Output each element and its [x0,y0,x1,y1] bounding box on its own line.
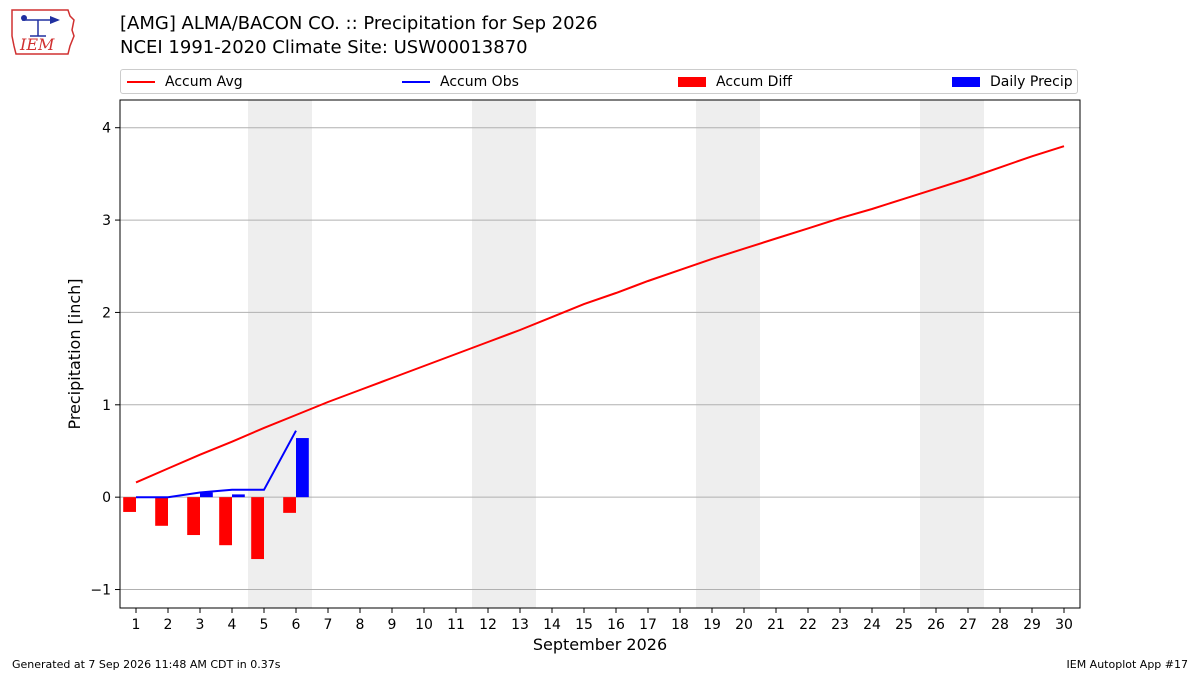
legend-item-accum-diff: Accum Diff [678,73,792,91]
x-tick-label: 25 [895,617,913,633]
y-tick-label: 3 [102,213,111,229]
y-tick-label: 0 [102,490,111,506]
daily-precip-bar [296,438,309,498]
chart-title: [AMG] ALMA/BACON CO. :: Precipitation fo… [120,13,598,34]
chart-legend: Accum Avg Accum Obs Accum Diff Daily Pre… [120,69,1078,94]
x-tick-label: 4 [228,617,237,633]
x-tick-label: 5 [260,617,269,633]
y-tick-label: 1 [102,398,111,414]
x-tick-label: 26 [927,617,945,633]
daily-precip-bar [232,494,245,498]
x-tick-label: 18 [671,617,689,633]
legend-swatch-accum-obs [402,81,430,83]
x-tick-label: 19 [703,617,721,633]
legend-swatch-daily-precip [952,77,980,87]
legend-item-accum-avg: Accum Avg [127,73,243,91]
legend-item-accum-obs: Accum Obs [402,73,519,91]
weekend-shading [248,100,984,608]
accum-diff-bar [155,497,168,526]
x-tick-label: 17 [639,617,657,633]
x-tick-label: 6 [292,617,301,633]
x-tick-label: 10 [415,617,433,633]
legend-item-daily-precip: Daily Precip [952,73,1073,91]
accum-obs-line [136,430,297,499]
gridlines [120,127,1080,591]
weekend-band-2 [472,100,536,608]
x-axis-label: September 2026 [533,635,667,654]
x-tick-label: 21 [767,617,785,633]
x-tick-label: 12 [479,617,497,633]
x-tick-label: 13 [511,617,529,633]
y-tick-label: −1 [90,583,111,599]
x-tick-label: 28 [991,617,1009,633]
x-tick-label: 8 [356,617,365,633]
x-tick-label: 3 [196,617,205,633]
x-tick-label: 7 [324,617,333,633]
x-tick-label: 2 [164,617,173,633]
footer-app-id: IEM Autoplot App #17 [1066,658,1189,671]
x-tick-label: 1 [132,617,141,633]
y-tick-label: 4 [102,121,111,137]
accum-diff-bar [251,497,264,560]
x-tick-label: 29 [1023,617,1041,633]
iem-logo: IEM [8,6,78,58]
x-tick-label: 27 [959,617,977,633]
legend-label-accum-obs: Accum Obs [440,74,519,90]
y-tick-label: 2 [102,305,111,321]
weekend-band-3 [696,100,760,608]
legend-swatch-accum-avg [127,81,155,83]
accum-diff-bar [123,497,136,512]
logo-text: IEM [19,35,55,54]
daily-precip-bar [200,492,213,498]
x-tick-label: 15 [575,617,593,633]
x-tick-label: 30 [1055,617,1073,633]
x-tick-label: 22 [799,617,817,633]
plot-frame [119,99,1081,609]
logo-cup [21,15,27,21]
legend-label-accum-diff: Accum Diff [716,74,793,90]
x-tick-label: 24 [863,617,881,633]
chart-subtitle: NCEI 1991-2020 Climate Site: USW00013870 [120,37,528,58]
lines [135,145,1065,499]
logo-vane [50,16,60,24]
accum-diff-bar [283,497,296,513]
legend-label-accum-avg: Accum Avg [165,74,243,90]
bars [123,438,309,560]
x-tick-label: 11 [447,617,465,633]
y-axis-label: Precipitation [inch] [65,278,84,429]
accum-diff-bar [187,497,200,536]
accum-diff-bar [219,497,232,546]
x-tick-label: 14 [543,617,561,633]
x-tick-label: 9 [388,617,397,633]
x-tick-label: 20 [735,617,753,633]
x-tick-label: 16 [607,617,625,633]
legend-swatch-accum-diff [678,77,706,87]
iem-logo-graphic: IEM [11,9,75,55]
iowa-outline [11,9,75,55]
accum-avg-line [135,145,1065,484]
weekend-band-4 [920,100,984,608]
legend-label-daily-precip: Daily Precip [990,74,1073,90]
footer-generated: Generated at 7 Sep 2026 11:48 AM CDT in … [12,658,281,671]
x-tick-label: 23 [831,617,849,633]
